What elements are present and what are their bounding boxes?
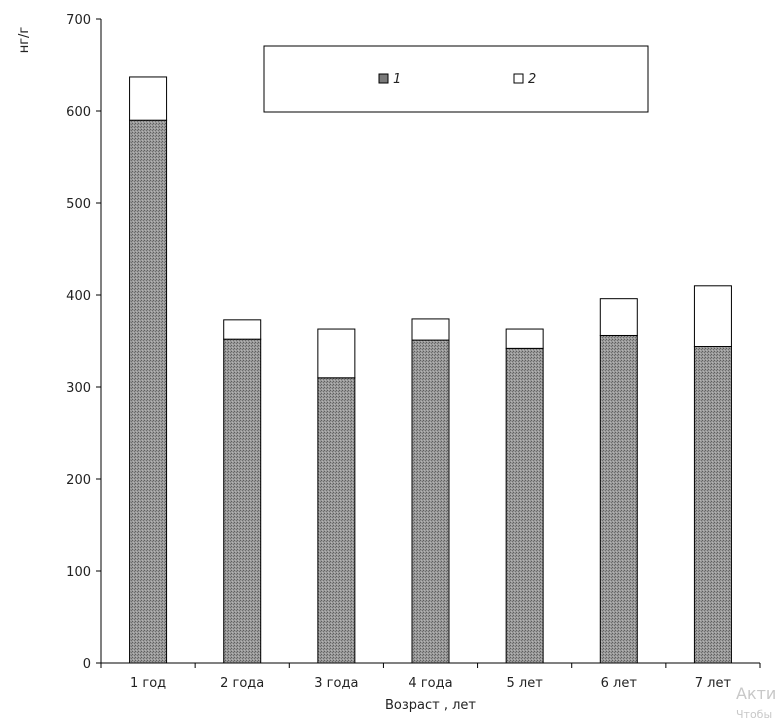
axes: 0 100 200 300 400 500 600 700 1 год 2 года 3 года 4… xyxy=(17,13,761,713)
bar-series-2-1 xyxy=(129,76,168,121)
x-tick-label: 4 года xyxy=(408,676,452,691)
bar-series-1-1 xyxy=(129,119,168,664)
y-tick-label: 0 xyxy=(83,657,91,672)
legend-swatch-2 xyxy=(513,73,524,84)
bars xyxy=(129,76,732,664)
y-tick-label: 700 xyxy=(66,13,91,28)
bar-series-1-6 xyxy=(599,334,638,664)
bar-series-1-5 xyxy=(505,347,544,664)
x-tick-label: 1 год xyxy=(130,676,166,691)
watermark-line-1: Акти xyxy=(736,684,777,703)
y-axis-title: нг/г xyxy=(17,27,32,54)
bar-series-1-3 xyxy=(317,377,356,664)
x-tick-label: 6 лет xyxy=(601,676,638,691)
bar-series-2-4 xyxy=(411,318,450,341)
legend-swatch-1 xyxy=(378,73,389,84)
x-axis-title: Возраст , лет xyxy=(385,698,476,713)
y-tick-label: 400 xyxy=(66,289,91,304)
legend-label-2: 2 xyxy=(528,72,536,87)
bar-series-2-2 xyxy=(223,319,262,340)
y-tick-label: 600 xyxy=(66,105,91,120)
y-tick-label: 100 xyxy=(66,565,91,580)
x-tick-label: 3 года xyxy=(314,676,358,691)
bar-series-1-7 xyxy=(693,346,732,664)
bar-series-2-3 xyxy=(317,328,356,379)
bar-series-1-4 xyxy=(411,339,450,664)
legend-label-1: 1 xyxy=(393,72,401,87)
y-tick-label: 300 xyxy=(66,381,91,396)
y-tick-label: 200 xyxy=(66,473,91,488)
x-tick-label: 5 лет xyxy=(506,676,543,691)
bar-series-2-5 xyxy=(505,328,544,349)
bar-series-1-2 xyxy=(223,338,262,664)
x-tick-label: 2 года xyxy=(220,676,264,691)
legend-box xyxy=(263,45,649,113)
y-tick-label: 500 xyxy=(66,197,91,212)
watermark-line-2: Чтобы xyxy=(736,708,773,721)
bar-series-2-7 xyxy=(693,285,732,348)
bar-series-2-6 xyxy=(599,298,638,336)
x-tick-label: 7 лет xyxy=(695,676,732,691)
